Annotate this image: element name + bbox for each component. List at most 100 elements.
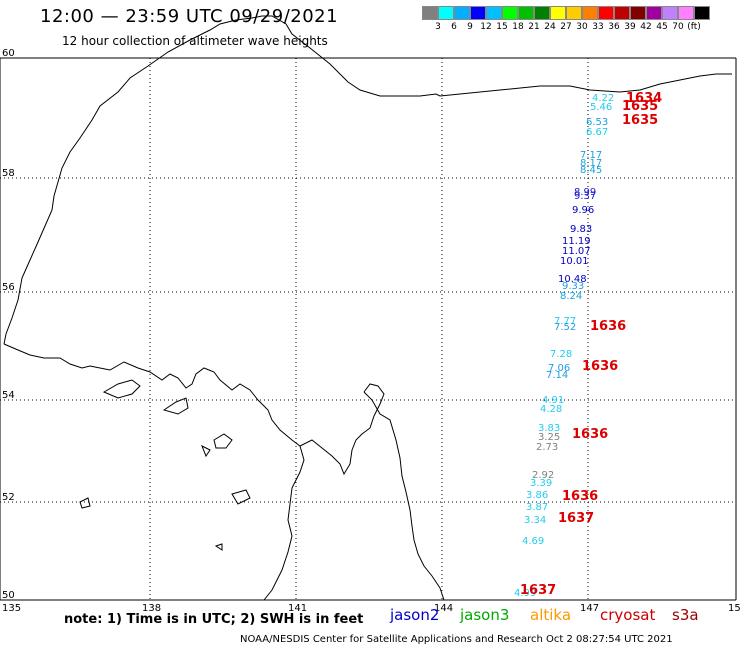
footer-note: note: 1) Time is in UTC; 2) SWH is in fe… bbox=[64, 612, 364, 627]
island-5 bbox=[79, 497, 91, 509]
longitude-label: 138 bbox=[142, 603, 161, 614]
color-scale-label: 18 bbox=[512, 22, 524, 32]
color-swatch bbox=[502, 6, 518, 20]
axis-labels: 135 138 141 144 147 150 60 58 56 54 52 50 bbox=[2, 48, 740, 614]
color-swatch bbox=[630, 6, 646, 20]
color-scale-label: 27 bbox=[560, 22, 572, 32]
color-scale-label: 21 bbox=[528, 22, 540, 32]
track-time-label: 1636 bbox=[562, 489, 598, 504]
island-1 bbox=[102, 379, 141, 399]
wave-height-value: 9.96 bbox=[572, 205, 594, 216]
color-scale-label: 6 bbox=[451, 22, 457, 32]
wave-height-value: 7.14 bbox=[546, 370, 568, 381]
wave-height-value: 3.87 bbox=[526, 502, 548, 513]
island-4 bbox=[231, 489, 251, 505]
latitude-label: 54 bbox=[2, 390, 15, 401]
wave-height-value: 8.17 bbox=[580, 158, 602, 169]
color-swatch bbox=[518, 6, 534, 20]
latitude-label: 56 bbox=[2, 282, 15, 293]
track-time-label: 1637 bbox=[520, 583, 556, 598]
color-swatch bbox=[694, 6, 710, 20]
island-6 bbox=[201, 444, 211, 458]
wave-height-value: 3.25 bbox=[538, 432, 560, 443]
color-scale-bar bbox=[422, 6, 710, 20]
longitude-label: 147 bbox=[580, 603, 599, 614]
track-time-label: 1635 bbox=[622, 99, 658, 114]
wave-height-value: 2.73 bbox=[536, 442, 558, 453]
wave-height-value: 10.48 bbox=[558, 274, 587, 285]
island-7 bbox=[214, 543, 223, 551]
track-time-label: 1634 bbox=[626, 91, 662, 106]
okhotsk-south-coast bbox=[3, 343, 385, 476]
color-swatch bbox=[454, 6, 470, 20]
color-swatch bbox=[646, 6, 662, 20]
color-scale-label: 15 bbox=[496, 22, 508, 32]
wave-height-value: 7.77 bbox=[554, 316, 576, 327]
island-3 bbox=[213, 433, 233, 449]
color-scale-label: 12 bbox=[480, 22, 492, 32]
legend-entry: s3a bbox=[672, 606, 699, 624]
wave-height-value: 9.33 bbox=[562, 281, 584, 292]
wave-height-observations: 4.225.46 6.536.67 7.178.178.45 8.999.37 9.96… bbox=[514, 91, 662, 599]
latitude-label: 52 bbox=[2, 492, 15, 503]
track-time-label: 1636 bbox=[572, 427, 608, 442]
color-scale-label: 24 bbox=[544, 22, 556, 32]
wave-height-value: 11.19 bbox=[562, 236, 591, 247]
wave-height-value: 8.45 bbox=[580, 165, 602, 176]
wave-height-value: 3.34 bbox=[524, 515, 546, 526]
color-scale-label: 39 bbox=[624, 22, 636, 32]
longitude-label: 144 bbox=[434, 603, 453, 614]
wave-height-value: 7.28 bbox=[550, 349, 572, 360]
wave-height-value: 7.17 bbox=[580, 150, 602, 161]
track-time-label: 1635 bbox=[622, 113, 658, 128]
island-2 bbox=[162, 397, 189, 415]
track-time-label: 1637 bbox=[558, 511, 594, 526]
sakhalin-west-coast bbox=[263, 445, 305, 601]
color-scale-label: 30 bbox=[576, 22, 588, 32]
color-swatch bbox=[662, 6, 678, 20]
wave-height-value: 9.37 bbox=[574, 191, 596, 202]
color-swatch bbox=[598, 6, 614, 20]
longitude-label: 150 bbox=[728, 603, 740, 614]
wave-height-value: 6.53 bbox=[586, 117, 608, 128]
sakhalin-east-coast bbox=[363, 391, 445, 601]
wave-height-value: 3.86 bbox=[526, 490, 548, 501]
wave-height-value: 4.99 bbox=[514, 588, 536, 599]
wave-height-value: 5.46 bbox=[590, 102, 612, 113]
color-scale-label: 70 bbox=[672, 22, 684, 32]
color-scale-label: 42 bbox=[640, 22, 652, 32]
color-swatch bbox=[566, 6, 582, 20]
latitude-label: 50 bbox=[2, 590, 15, 601]
color-swatch bbox=[550, 6, 566, 20]
longitude-label: 135 bbox=[2, 603, 21, 614]
legend-entry: cryosat bbox=[600, 606, 656, 624]
latitude-label: 60 bbox=[2, 48, 15, 59]
wave-height-value: 3.39 bbox=[530, 478, 552, 489]
color-scale-label: 45 bbox=[656, 22, 668, 32]
longitude-label: 141 bbox=[288, 603, 307, 614]
color-swatch bbox=[534, 6, 550, 20]
northern-coast-east bbox=[147, 15, 732, 97]
color-scale-labels: 3 6 9 12 15 18 21 24 27 30 33 36 39 42 45 70 (ft) bbox=[422, 22, 740, 36]
wave-height-value: 7.52 bbox=[554, 322, 576, 333]
lat-lon-grid bbox=[0, 57, 737, 601]
color-swatch bbox=[582, 6, 598, 20]
latitude-label: 58 bbox=[2, 168, 15, 179]
track-time-label: 1636 bbox=[590, 319, 626, 334]
footer-credit: NOAA/NESDIS Center for Satellite Applica… bbox=[240, 634, 673, 645]
wave-height-value: 4.22 bbox=[592, 93, 614, 104]
wave-height-value: 8.99 bbox=[574, 187, 596, 198]
track-time-label: 1636 bbox=[582, 359, 618, 374]
color-swatch bbox=[614, 6, 630, 20]
wave-height-value: 8.24 bbox=[560, 291, 582, 302]
color-swatch bbox=[422, 6, 438, 20]
legend-entry: jason2 bbox=[390, 606, 440, 624]
wave-height-value: 6.67 bbox=[586, 127, 608, 138]
wave-height-value: 2.92 bbox=[532, 470, 554, 481]
legend-entry: altika bbox=[530, 606, 572, 624]
wave-height-value: 3.83 bbox=[538, 423, 560, 434]
wave-height-value: 4.69 bbox=[522, 536, 544, 547]
wave-height-value: 4.91 bbox=[542, 395, 564, 406]
wave-height-value: 11.07 bbox=[562, 246, 591, 257]
